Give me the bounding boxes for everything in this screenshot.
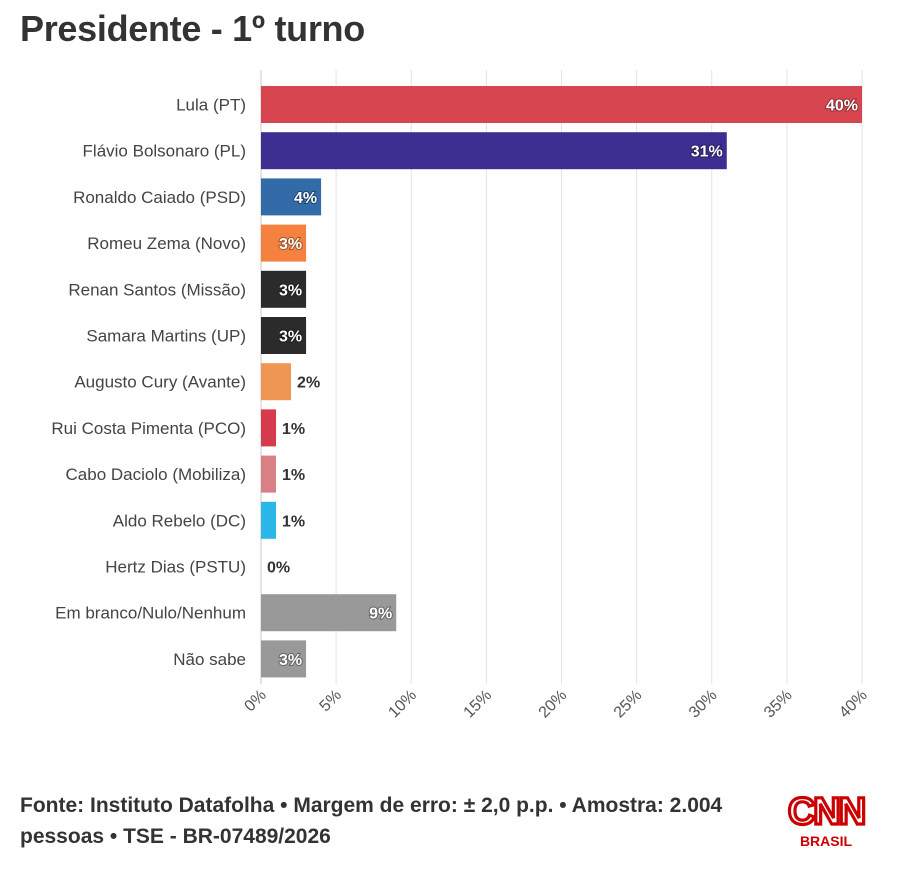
- chart-title: Presidente - 1º turno: [20, 8, 365, 49]
- x-tick-label: 20%: [536, 687, 571, 722]
- category-label: Hertz Dias (PSTU): [105, 558, 246, 577]
- source-note: Fonte: Instituto Datafolha • Margem de e…: [20, 794, 723, 848]
- bar: [261, 132, 727, 170]
- x-tick-label: 10%: [385, 687, 420, 722]
- bar: [261, 594, 397, 632]
- value-label: 3%: [279, 236, 302, 253]
- value-label: 4%: [294, 190, 317, 207]
- x-tick-label: 35%: [761, 687, 796, 722]
- category-label: Cabo Daciolo (Mobiliza): [66, 465, 246, 484]
- value-label: 40%: [826, 98, 858, 115]
- value-label: 3%: [279, 329, 302, 346]
- x-axis-ticks: 0% 5% 10% 15% 20% 25% 30% 35% 40%: [241, 687, 870, 722]
- value-labels: 40% 31% 4% 3% 3% 3% 2% 1% 1% 1% 0% 9% 3%: [267, 97, 859, 670]
- value-label: 9%: [369, 606, 392, 623]
- x-tick-label: 15%: [461, 687, 496, 722]
- category-label: Augusto Cury (Avante): [74, 373, 246, 392]
- category-label: Samara Martins (UP): [86, 327, 246, 346]
- value-label: 1%: [282, 513, 305, 530]
- x-tick-label: 5%: [317, 687, 345, 715]
- cnn-logo-text: CNN: [788, 791, 864, 833]
- bars: [261, 86, 862, 678]
- brasil-logo-text: BRASIL: [800, 833, 853, 849]
- value-label: 2%: [297, 375, 320, 392]
- x-tick-label: 25%: [611, 687, 646, 722]
- category-label: Ronaldo Caiado (PSD): [73, 188, 246, 207]
- bar: [261, 409, 277, 447]
- x-tick-label: 0%: [241, 687, 269, 715]
- category-label: Flávio Bolsonaro (PL): [83, 142, 246, 161]
- bar: [261, 501, 277, 539]
- value-label: 0%: [267, 560, 290, 577]
- category-label: Lula (PT): [176, 96, 246, 115]
- value-label: 3%: [279, 652, 302, 669]
- bar: [261, 178, 322, 216]
- bar: [261, 270, 307, 308]
- category-label: Renan Santos (Missão): [68, 280, 246, 299]
- category-label: Aldo Rebelo (DC): [113, 511, 246, 530]
- bar: [261, 224, 307, 262]
- bar: [261, 317, 307, 354]
- bar: [261, 363, 292, 401]
- value-label: 1%: [282, 467, 305, 484]
- category-label: Não sabe: [173, 650, 246, 669]
- value-label: 1%: [282, 421, 305, 438]
- x-tick-label: 40%: [836, 687, 871, 722]
- bar: [261, 640, 307, 678]
- bar: [261, 86, 862, 123]
- x-tick-label: 30%: [686, 687, 721, 722]
- category-labels: Lula (PT) Flávio Bolsonaro (PL) Ronaldo Ca…: [51, 96, 246, 669]
- value-label: 31%: [691, 144, 723, 161]
- value-label: 3%: [279, 282, 302, 299]
- category-label: Romeu Zema (Novo): [87, 234, 246, 253]
- gridlines: [260, 70, 863, 684]
- bar-chart: Lula (PT) Flávio Bolsonaro (PL) Ronaldo Ca…: [51, 70, 871, 722]
- category-label: Em branco/Nulo/Nenhum: [55, 604, 246, 623]
- category-label: Rui Costa Pimenta (PCO): [51, 419, 246, 438]
- bar: [261, 455, 277, 493]
- cnn-brasil-logo: CNN BRASIL: [786, 789, 868, 849]
